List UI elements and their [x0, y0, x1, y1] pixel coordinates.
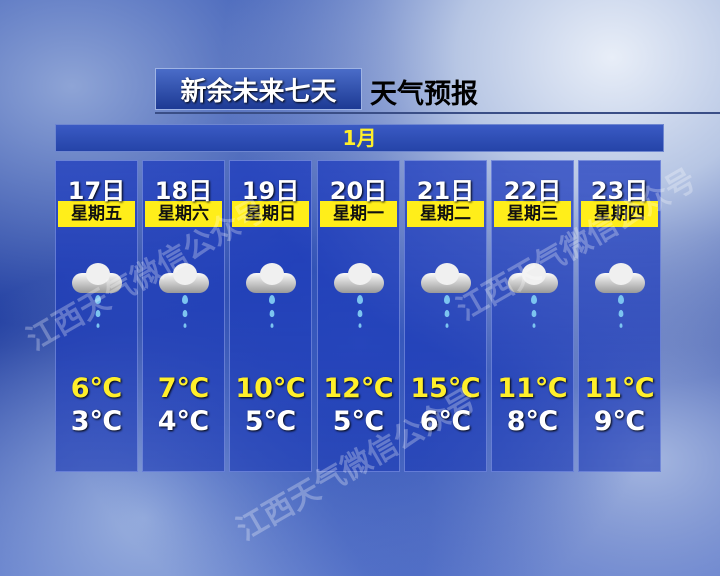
day-column: 21日 星期二 15℃ 6℃	[404, 160, 487, 472]
low-temp: 6℃	[419, 406, 472, 437]
raindrop	[445, 323, 449, 328]
raindrop	[270, 323, 274, 328]
rain-icon	[579, 263, 660, 363]
month-bar: 1月	[55, 124, 664, 152]
day-column: 19日 星期日 10℃ 5℃	[229, 160, 312, 472]
raindrop	[95, 309, 101, 318]
day-date: 17日	[67, 177, 126, 205]
day-weekday: 星期一	[320, 201, 397, 227]
low-temp: 9℃	[593, 406, 646, 437]
raindrop	[357, 309, 363, 318]
rain-icon	[56, 263, 137, 363]
high-temp: 10℃	[235, 373, 306, 404]
raindrop	[531, 295, 537, 304]
day-column: 20日 星期一 12℃ 5℃	[317, 160, 400, 472]
raindrop	[531, 309, 537, 318]
rain-icon	[492, 263, 573, 363]
raindrop	[444, 309, 450, 318]
high-temp: 12℃	[323, 373, 394, 404]
day-weekday: 星期六	[145, 201, 222, 227]
location-title: 新余未来七天	[155, 68, 362, 110]
day-column: 23日 星期四 11℃ 9℃	[578, 160, 661, 472]
high-temp: 7℃	[157, 373, 210, 404]
rain-icon	[318, 263, 399, 363]
raindrop	[182, 295, 188, 304]
raindrop	[357, 295, 363, 304]
day-weekday: 星期四	[581, 201, 658, 227]
day-weekday: 星期日	[232, 201, 309, 227]
day-date: 23日	[590, 177, 649, 205]
cloud-shape	[72, 263, 122, 293]
raindrop	[182, 309, 188, 318]
cloud-shape	[246, 263, 296, 293]
raindrop	[183, 323, 187, 328]
forecast-title: 天气预报	[370, 79, 478, 110]
cloud-shape	[508, 263, 558, 293]
raindrop	[269, 309, 275, 318]
day-date: 21日	[416, 177, 475, 205]
raindrop	[358, 323, 362, 328]
cloud-shape	[334, 263, 384, 293]
day-weekday: 星期五	[58, 201, 135, 227]
raindrop	[96, 323, 100, 328]
cloud-shape	[421, 263, 471, 293]
high-temp: 11℃	[497, 373, 568, 404]
cloud-shape	[595, 263, 645, 293]
day-date: 22日	[503, 177, 562, 205]
rain-icon	[143, 263, 224, 363]
raindrop	[532, 323, 536, 328]
raindrop	[269, 295, 275, 304]
rain-icon	[405, 263, 486, 363]
day-date: 18日	[154, 177, 213, 205]
raindrop	[95, 295, 101, 304]
cloud-shape	[159, 263, 209, 293]
raindrop	[618, 295, 624, 304]
raindrop	[444, 295, 450, 304]
day-column: 22日 星期三 11℃ 8℃	[491, 160, 574, 472]
day-weekday: 星期二	[407, 201, 484, 227]
day-date: 19日	[241, 177, 300, 205]
high-temp: 11℃	[584, 373, 655, 404]
day-column: 18日 星期六 7℃ 4℃	[142, 160, 225, 472]
day-column: 17日 星期五 6℃ 3℃	[55, 160, 138, 472]
high-temp: 15℃	[410, 373, 481, 404]
low-temp: 3℃	[70, 406, 123, 437]
low-temp: 5℃	[332, 406, 385, 437]
rain-icon	[230, 263, 311, 363]
day-date: 20日	[329, 177, 388, 205]
day-weekday: 星期三	[494, 201, 571, 227]
low-temp: 8℃	[506, 406, 559, 437]
raindrop	[619, 323, 623, 328]
title-divider	[155, 112, 720, 114]
high-temp: 6℃	[70, 373, 123, 404]
raindrop	[618, 309, 624, 318]
low-temp: 5℃	[244, 406, 297, 437]
low-temp: 4℃	[157, 406, 210, 437]
